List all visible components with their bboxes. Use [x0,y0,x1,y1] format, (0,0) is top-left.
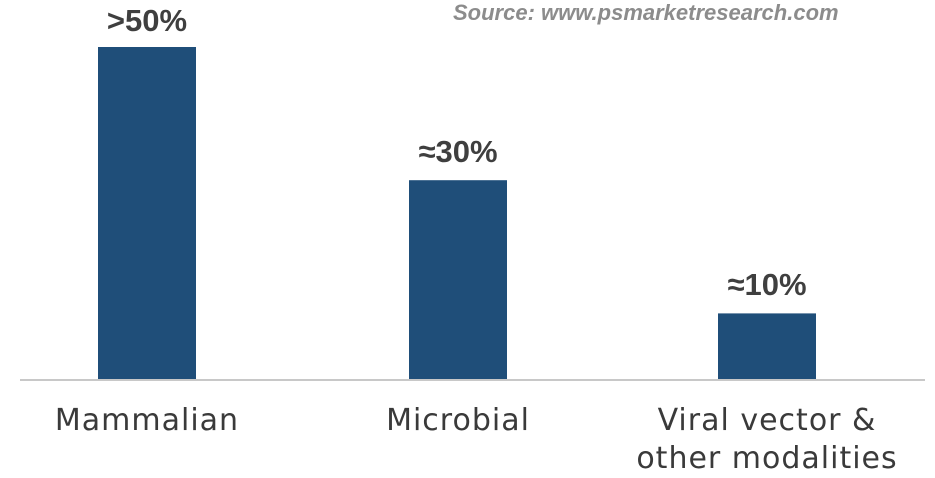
bars-group [98,47,816,380]
data-label: ≈10% [727,267,807,303]
category-label-line: Viral vector & [657,403,877,438]
category-label-line: other modalities [636,441,898,476]
category-label: Viral vector & other modalities [617,402,917,478]
bar-mammalian [98,47,196,380]
data-label: ≈30% [418,134,498,170]
data-label: >50% [106,3,188,38]
category-label: Microbial [308,402,608,440]
bar-viral-vector-other-modalities [718,313,816,380]
category-label-line: Microbial [386,403,530,438]
category-label: Mammalian [0,402,297,440]
source-note: Source: www.psmarketresearch.com [453,0,839,25]
bar-microbial [409,180,507,380]
category-label-line: Mammalian [54,403,240,438]
